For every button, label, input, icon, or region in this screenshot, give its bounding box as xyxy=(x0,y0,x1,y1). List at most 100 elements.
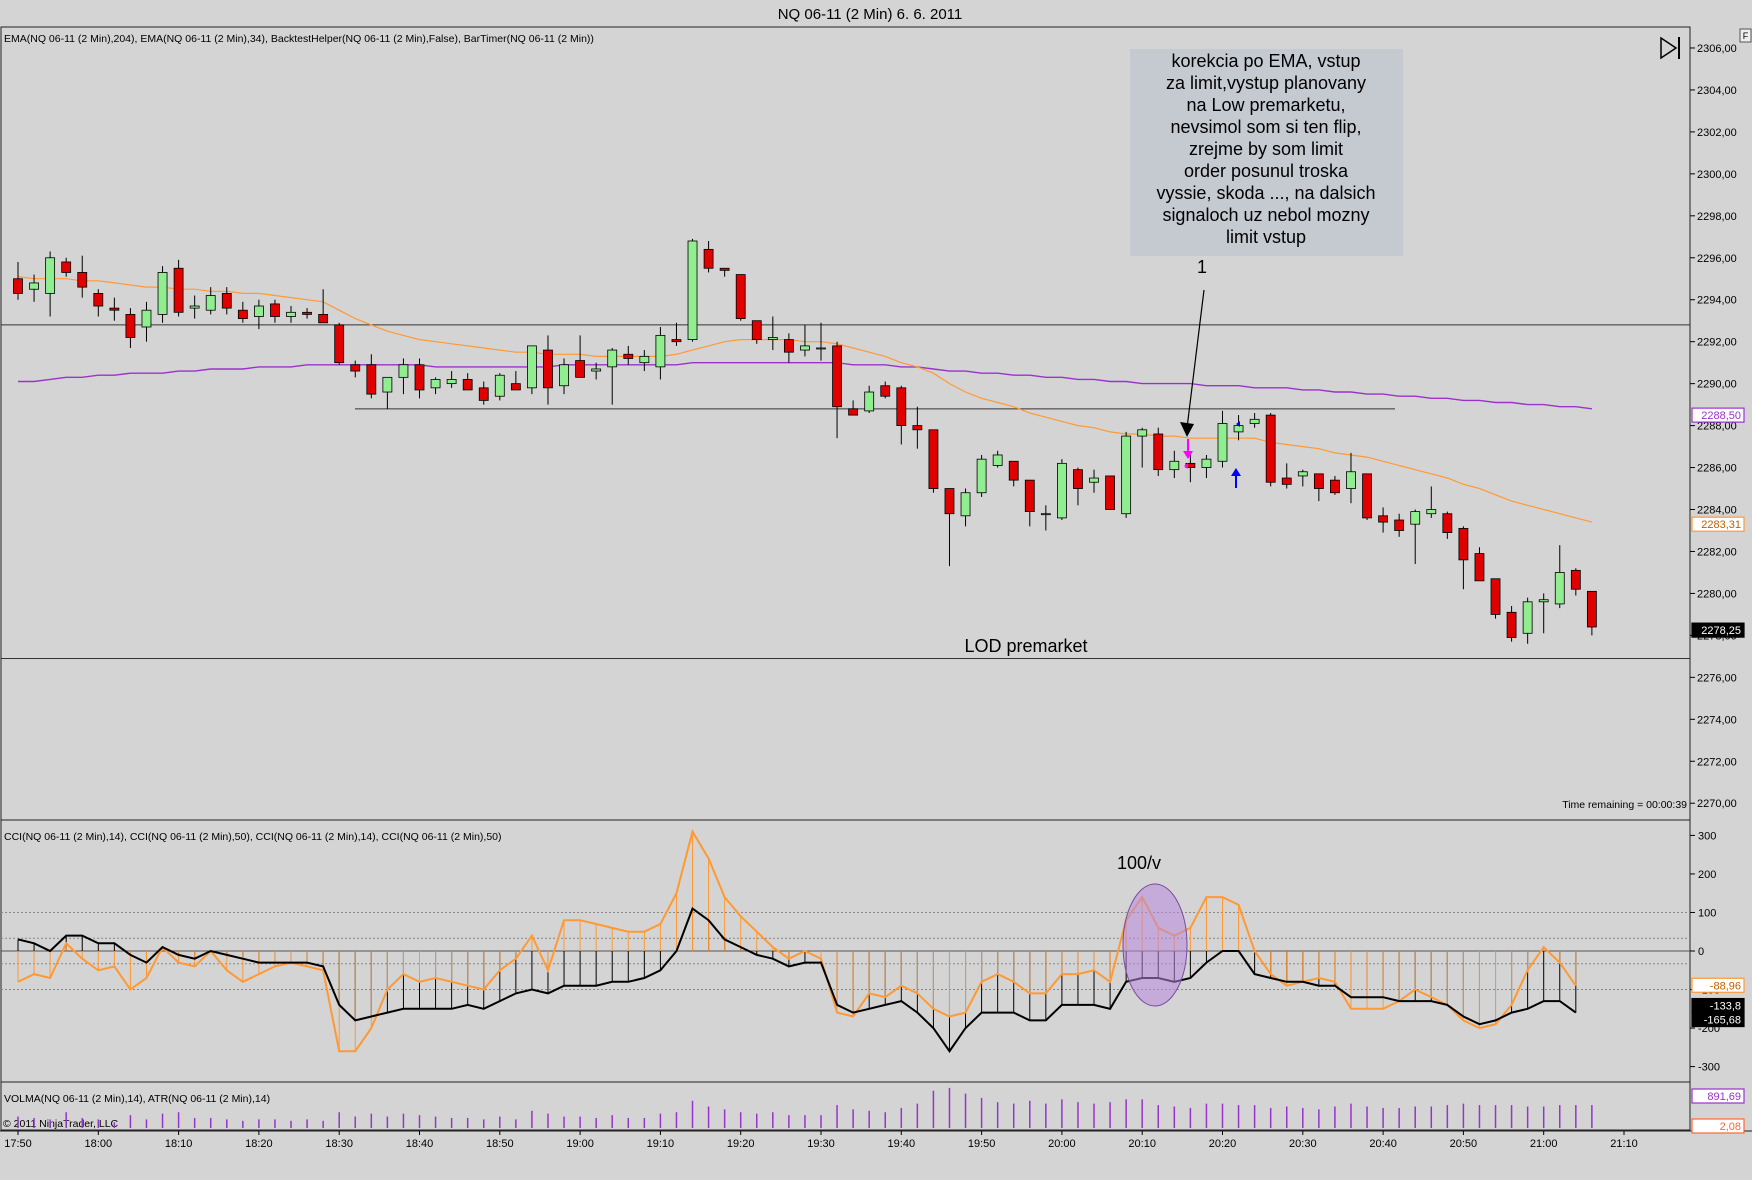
time-tick-label: 18:00 xyxy=(85,1138,113,1150)
candle-down xyxy=(735,274,746,320)
marker-box xyxy=(1691,622,1745,638)
axis-value-marker: -165,68 xyxy=(1691,1011,1745,1028)
candle-down xyxy=(125,314,136,338)
price-tick-label: 2298,00 xyxy=(1697,211,1737,223)
cci-highlight-ellipse xyxy=(1122,883,1188,1007)
arrow-number-label: 1 xyxy=(1197,257,1207,277)
axis-value-marker: -133,8 xyxy=(1691,997,1745,1014)
annotation-note: korekcia po EMA, vstup za limit,vystup pl… xyxy=(1130,49,1403,256)
candle-down xyxy=(880,385,891,397)
volume-indicator-label: VOLMA(NQ 06-11 (2 Min),14), ATR(NQ 06-11… xyxy=(4,1093,270,1105)
marker-box xyxy=(1691,1011,1745,1028)
candle-down xyxy=(1008,460,1019,481)
scroll-to-end-button[interactable] xyxy=(1656,34,1684,62)
candle-down xyxy=(896,387,907,426)
marker-text: -165,68 xyxy=(1704,1015,1741,1027)
candle-down xyxy=(912,425,923,431)
marker-box xyxy=(1691,516,1745,532)
price-tick-label: 2286,00 xyxy=(1697,463,1737,475)
candle-down xyxy=(944,488,955,515)
time-remaining-text: Time remaining = 00:00:39 xyxy=(1562,799,1687,811)
candle-up xyxy=(864,391,875,412)
horizontal-lines xyxy=(1,324,1690,659)
candle-down xyxy=(1281,477,1292,485)
ema-204-line xyxy=(18,362,1592,410)
price-tick-label: 2302,00 xyxy=(1697,127,1737,139)
candle-up xyxy=(1410,511,1421,525)
annotation-arrow-line xyxy=(1186,289,1205,429)
candle-up xyxy=(253,305,264,317)
marker-text: -88,96 xyxy=(1710,980,1741,992)
entry-marker-icon xyxy=(1184,463,1188,469)
marker-text: 2288,50 xyxy=(1701,410,1741,422)
candle-down xyxy=(478,387,489,401)
volume-value-marker: 2,08 xyxy=(1691,1118,1745,1134)
price-tick-label: 2290,00 xyxy=(1697,379,1737,391)
candle-down xyxy=(93,293,104,307)
axis-value-marker: -88,96 xyxy=(1691,977,1745,993)
time-tick-label: 21:00 xyxy=(1530,1138,1558,1150)
candle-up xyxy=(1121,435,1132,515)
price-tick-label: 2270,00 xyxy=(1697,798,1737,810)
maximize-glyph: F xyxy=(1743,31,1749,41)
candle-down xyxy=(13,278,23,294)
volume-value-marker: 891,69 xyxy=(1691,1088,1745,1104)
play-end-icon xyxy=(1660,36,1678,60)
marker-box xyxy=(1691,977,1745,993)
candle-up xyxy=(1217,423,1228,462)
candle-up xyxy=(1346,471,1356,489)
value-markers: 2288,50 2283,31 2278,25 -88,96 -133,8 -165,68… xyxy=(1691,407,1745,1134)
time-tick-label: 19:20 xyxy=(727,1138,755,1150)
marker-box xyxy=(1691,1118,1745,1134)
candle-down xyxy=(1024,479,1035,513)
candle-up xyxy=(286,311,296,317)
marker-text: 891,69 xyxy=(1707,1091,1741,1103)
candle-down xyxy=(221,293,232,309)
time-tick-label: 19:00 xyxy=(566,1138,594,1150)
candle-up xyxy=(960,492,971,517)
note-line: zrejme by som limit xyxy=(1189,139,1343,159)
marker-box xyxy=(1691,407,1745,423)
price-tick-label: 2280,00 xyxy=(1697,588,1737,600)
candle-up xyxy=(767,337,778,340)
candle-up xyxy=(430,379,441,389)
candle-down xyxy=(1442,513,1453,533)
candle-down xyxy=(173,267,184,313)
time-x-axis: 17:50 18:00 18:10 18:20 18:30 18:40 18:50 19:00… xyxy=(4,1131,1638,1150)
marker-text: -133,8 xyxy=(1710,1001,1741,1013)
candle-up xyxy=(976,458,987,494)
candle-down xyxy=(1474,553,1485,582)
candle-up xyxy=(494,374,505,397)
time-tick-label: 19:50 xyxy=(968,1138,996,1150)
candle-down xyxy=(1378,515,1388,523)
time-tick-label: 18:30 xyxy=(325,1138,353,1150)
price-tick-label: 2276,00 xyxy=(1697,672,1737,684)
time-tick-label: 19:40 xyxy=(888,1138,916,1150)
panel-maximize-button[interactable]: F xyxy=(1739,28,1752,43)
candle-up xyxy=(1426,509,1437,515)
candle-down xyxy=(848,408,859,416)
note-box xyxy=(1130,49,1403,256)
marker-box xyxy=(1691,1088,1745,1104)
note-line: za limit,vystup planovany xyxy=(1166,73,1366,93)
axis-value-marker: 2283,31 xyxy=(1691,516,1745,532)
candle-up xyxy=(29,282,39,290)
cci-tick-label: -300 xyxy=(1698,1062,1720,1074)
candle-down xyxy=(928,429,939,489)
candle-down xyxy=(623,353,634,359)
time-tick-label: 18:50 xyxy=(486,1138,514,1150)
candle-down xyxy=(350,364,361,372)
cci-series xyxy=(17,829,1577,1053)
cci-annotation-label: 100/v xyxy=(1117,853,1161,873)
marker-text: 2283,31 xyxy=(1701,519,1741,531)
candle-down xyxy=(318,314,329,324)
signal-arrows xyxy=(1183,421,1241,488)
candle-up xyxy=(1089,477,1099,483)
candle-down xyxy=(671,339,682,343)
candle-down xyxy=(270,303,280,317)
time-tick-label: 18:40 xyxy=(406,1138,434,1150)
candle-down xyxy=(1105,475,1115,510)
candle-up xyxy=(157,272,168,315)
cci14-line xyxy=(17,829,1577,1053)
axis-value-marker: 2288,50 xyxy=(1691,407,1745,423)
